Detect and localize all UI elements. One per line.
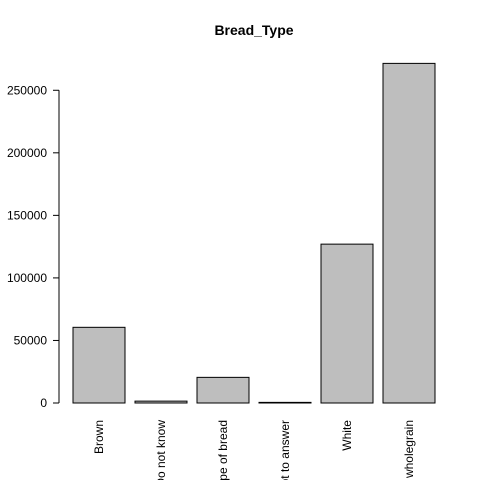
x-category-label: Other type of bread — [216, 420, 230, 480]
bar-brown — [72, 326, 126, 404]
x-category-label: Prefer not to answer — [278, 420, 292, 480]
x-category-label: wholegrain — [402, 420, 416, 479]
x-category-label: White — [340, 420, 354, 451]
bar-other-type-of-bread — [196, 376, 250, 404]
chart-title: Bread_Type — [214, 22, 293, 38]
y-tick-label: 50000 — [14, 333, 48, 347]
bar-white — [320, 243, 374, 404]
y-tick-label: 250000 — [7, 83, 47, 97]
bar-wholegrain — [382, 62, 436, 404]
y-tick-label: 150000 — [7, 208, 47, 222]
bars-group — [72, 62, 436, 404]
x-axis-labels: Brown Do not know Other type of bread Prefe… — [92, 420, 416, 480]
y-tick-label: 100000 — [7, 271, 47, 285]
x-category-label: Brown — [92, 420, 106, 454]
y-axis: 0 50000 100000 150000 200000 250000 — [7, 83, 60, 410]
y-tick-label: 200000 — [7, 146, 47, 160]
x-category-label: Do not know — [154, 420, 168, 480]
bar-do-not-know — [134, 400, 188, 404]
y-tick-label: 0 — [40, 396, 47, 410]
bar-prefer-not-to-answer — [258, 401, 312, 404]
